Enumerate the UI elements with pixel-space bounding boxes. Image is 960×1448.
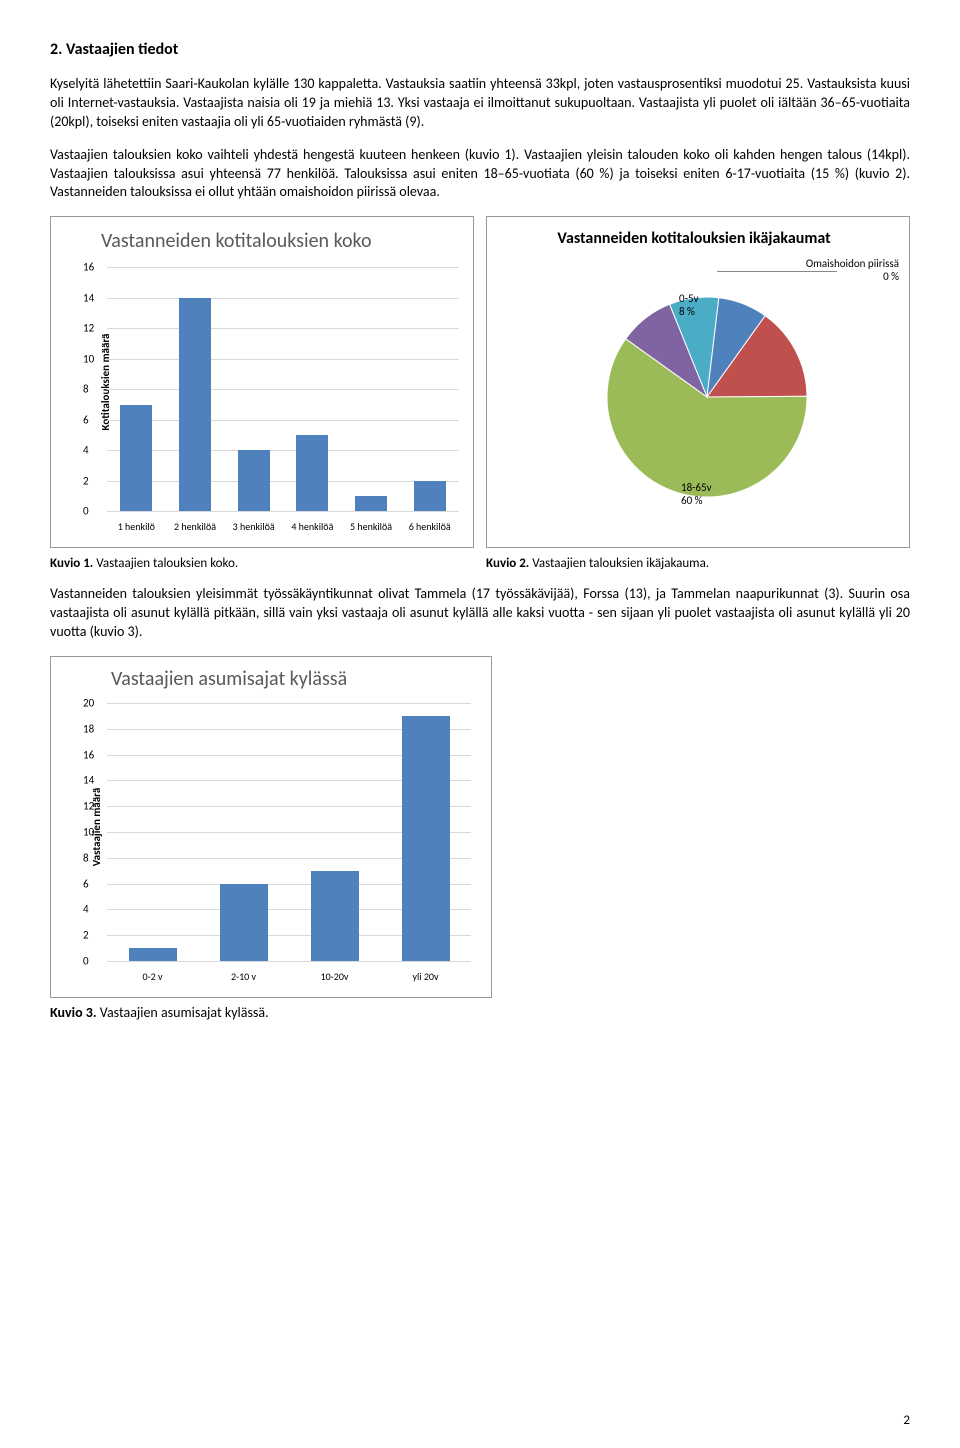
- chart2-title: Vastanneiden kotitalouksien ikäjakaumat: [487, 217, 909, 252]
- chart2-pie: [597, 287, 817, 507]
- chart3-plot: 024681012141618200-2 v2-10 v10-20vyli 20…: [107, 703, 471, 961]
- page-number: 2: [903, 1413, 910, 1428]
- chart3-container: Vastaajien asumisajat kylässä Vastaajien…: [50, 656, 492, 998]
- section-heading: 2. Vastaajien tiedot: [50, 40, 910, 59]
- chart1-container: Vastanneiden kotitalouksien koko Kotital…: [50, 216, 474, 548]
- caption3: Kuvio 3. Vastaajien asumisajat kylässä.: [50, 1004, 910, 1021]
- chart1-plot: 02468101214161 henkilö2 henkilöä3 henkil…: [107, 267, 459, 511]
- paragraph-1: Kyselyitä lähetettiin Saari-Kaukolan kyl…: [50, 75, 910, 132]
- chart2-container: Vastanneiden kotitalouksien ikäjakaumat …: [486, 216, 910, 548]
- charts-row: Vastanneiden kotitalouksien koko Kotital…: [50, 216, 910, 548]
- pie-label-1865v: 18-65v60 %: [681, 481, 712, 507]
- caption-row: Kuvio 1. Vastaajien talouksien koko. Kuv…: [50, 556, 910, 571]
- caption1: Kuvio 1. Vastaajien talouksien koko.: [50, 556, 474, 571]
- caption2: Kuvio 2. Vastaajien talouksien ikäjakaum…: [486, 556, 910, 571]
- chart1-title: Vastanneiden kotitalouksien koko: [51, 217, 473, 257]
- paragraph-3: Vastanneiden talouksien yleisimmät työss…: [50, 585, 910, 642]
- pie-label-yli65v: yli 65v9 %: [587, 315, 616, 341]
- paragraph-2: Vastaajien talouksien koko vaihteli yhde…: [50, 146, 910, 203]
- pie-label-extra: Omaishoidon piirissä 0 %: [806, 257, 899, 283]
- pie-label-617v: 6-17v15 %: [822, 367, 847, 393]
- pie-label-yli75v: Yli 75v8 %: [629, 293, 658, 319]
- pie-label-05v: 0-5v8 %: [679, 292, 699, 318]
- chart3-title: Vastaajien asumisajat kylässä: [51, 657, 491, 691]
